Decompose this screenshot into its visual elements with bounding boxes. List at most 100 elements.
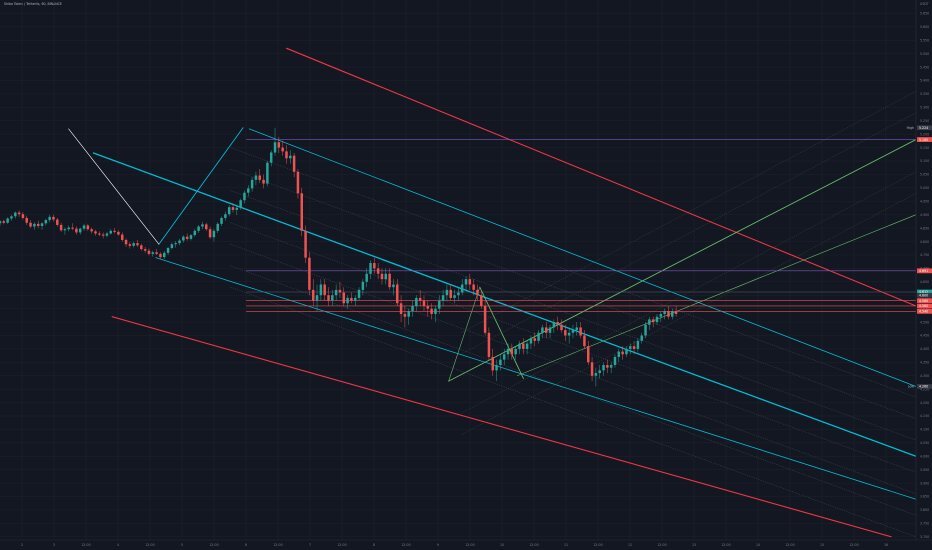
candle-body bbox=[537, 332, 540, 341]
time-tick-label: 2 bbox=[21, 543, 23, 547]
trend-line bbox=[68, 128, 160, 245]
candle-body bbox=[350, 297, 353, 301]
price-tick-label: 4.100 bbox=[920, 428, 929, 432]
candle-body bbox=[342, 292, 346, 304]
price-tick-label: 4.650 bbox=[920, 280, 929, 284]
price-tick-label: 3.850 bbox=[920, 495, 929, 499]
candle-body bbox=[583, 335, 586, 347]
candle-body bbox=[640, 335, 643, 341]
candle-body bbox=[216, 223, 219, 231]
price-label-box bbox=[917, 298, 932, 303]
candle-body bbox=[361, 281, 365, 290]
candle-body bbox=[227, 207, 231, 215]
trend-line bbox=[286, 47, 917, 307]
candle-body bbox=[182, 236, 185, 241]
candle-body bbox=[128, 244, 132, 246]
candle-body bbox=[147, 250, 151, 254]
trend-line bbox=[448, 286, 481, 382]
price-tick-label: 4.500 bbox=[920, 320, 929, 324]
price-tick-label: 5.250 bbox=[920, 119, 929, 123]
candle-body bbox=[460, 284, 464, 293]
currency-label: USDT bbox=[920, 2, 929, 6]
price-label-box bbox=[917, 292, 932, 298]
candle-body bbox=[525, 343, 529, 349]
candle-body bbox=[609, 365, 613, 368]
candle-body bbox=[598, 370, 601, 374]
candle-body bbox=[594, 373, 598, 376]
candle-body bbox=[67, 227, 70, 230]
candle-body bbox=[254, 175, 258, 180]
time-tick-label: 12:00 bbox=[145, 543, 154, 547]
candle-body bbox=[502, 354, 506, 360]
time-tick-label: 13 bbox=[692, 543, 696, 547]
price-label-text: 4.580 bbox=[919, 299, 928, 303]
channel-guide-line bbox=[230, 168, 917, 419]
candle-body bbox=[205, 224, 208, 230]
candle-body bbox=[674, 311, 678, 315]
candle-body bbox=[98, 233, 101, 235]
channel-guide-line bbox=[230, 222, 917, 473]
candle-body bbox=[10, 216, 13, 219]
trend-line bbox=[92, 152, 917, 457]
price-tick-label: 4.950 bbox=[920, 199, 929, 203]
candle-body bbox=[289, 155, 292, 159]
time-tick-label: 12:00 bbox=[209, 543, 218, 547]
time-tick-label: 12:00 bbox=[529, 543, 538, 547]
time-axis: 2 3 12:00 4 12:00 5 12:00 6 12:00 7 12:00 8 12:00 9 12… bbox=[0, 539, 932, 547]
candle-body bbox=[132, 243, 135, 246]
candle-body bbox=[418, 297, 422, 301]
candle-body bbox=[422, 300, 426, 306]
candle-body bbox=[544, 327, 548, 333]
time-tick-label: 7 bbox=[309, 543, 311, 547]
price-tick-label: 3.800 bbox=[920, 508, 929, 512]
candle-body bbox=[373, 263, 376, 269]
price-tick-label: 4.800 bbox=[920, 240, 929, 244]
time-tick-label: 10 bbox=[500, 543, 504, 547]
candle-body bbox=[101, 234, 105, 236]
candle-body bbox=[659, 314, 663, 317]
candle-body bbox=[491, 356, 494, 371]
pitchfork-guide-line bbox=[461, 112, 917, 355]
horizontal-lines bbox=[246, 139, 916, 312]
candle-body bbox=[105, 233, 109, 236]
price-tick-label: 5.000 bbox=[920, 186, 929, 190]
time-tick-label: 12:00 bbox=[593, 543, 602, 547]
price-tick-label: 4.250 bbox=[920, 387, 929, 391]
candle-body bbox=[487, 332, 491, 357]
candle-body bbox=[399, 303, 403, 315]
candle-body bbox=[556, 322, 559, 325]
price-label-text: 4.612 bbox=[919, 290, 928, 294]
candle-body bbox=[617, 351, 621, 357]
candle-body bbox=[384, 273, 388, 280]
candle-body bbox=[193, 230, 197, 236]
candle-body bbox=[21, 214, 25, 218]
candles bbox=[0, 127, 678, 387]
candle-body bbox=[178, 240, 181, 244]
candle-body bbox=[411, 305, 414, 312]
candle-body bbox=[250, 179, 254, 189]
candle-body bbox=[632, 346, 636, 349]
price-tick-label: 5.450 bbox=[920, 65, 929, 69]
candle-body bbox=[495, 365, 498, 371]
candle-body bbox=[625, 348, 628, 355]
drawing-layer bbox=[68, 47, 917, 538]
candle-body bbox=[663, 311, 666, 315]
candle-body bbox=[266, 162, 269, 184]
candle-body bbox=[247, 188, 250, 193]
candle-body bbox=[86, 225, 90, 230]
price-tick-label: 3.950 bbox=[920, 468, 929, 472]
candle-body bbox=[44, 220, 48, 224]
candle-body bbox=[476, 289, 479, 296]
pitchfork-guide-line bbox=[461, 171, 917, 414]
price-label-text: 4.260 bbox=[919, 385, 928, 389]
candle-body bbox=[606, 365, 609, 368]
candle-body bbox=[197, 226, 200, 231]
candle-body bbox=[151, 252, 155, 254]
candle-body bbox=[651, 319, 655, 323]
time-tick-label: 4 bbox=[117, 543, 119, 547]
price-label-box bbox=[917, 268, 932, 274]
candle-body bbox=[109, 230, 113, 234]
candle-body bbox=[644, 324, 647, 336]
candle-body bbox=[388, 273, 391, 288]
